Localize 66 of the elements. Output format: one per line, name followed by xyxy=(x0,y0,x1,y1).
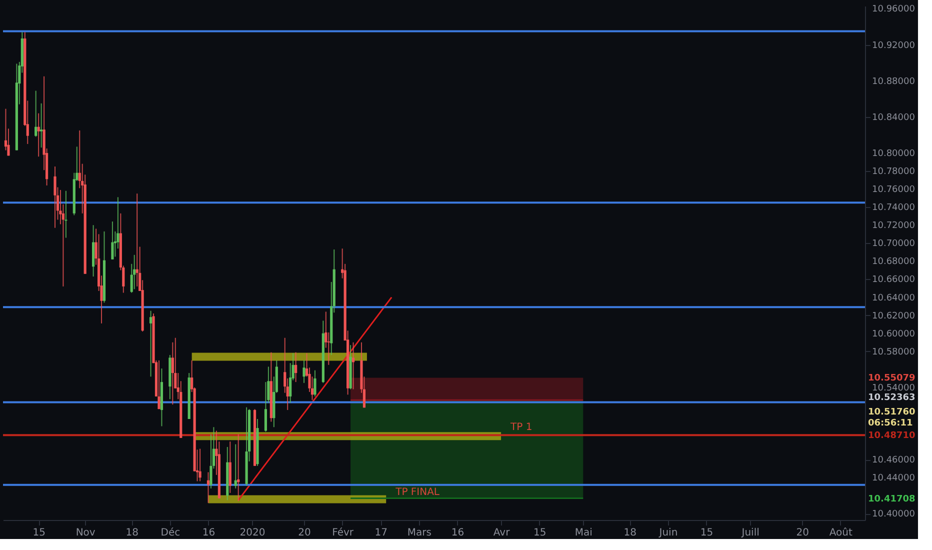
ref-line-label: 10.52363 xyxy=(868,393,916,404)
y-tick-label: 10.92000 xyxy=(872,40,916,51)
y-tick-label: 10.44000 xyxy=(872,474,916,484)
candlestick xyxy=(352,342,355,390)
y-tick-label: 10.74000 xyxy=(872,203,916,214)
y-tick-label: 10.62000 xyxy=(872,311,916,322)
annotation: TP 1 xyxy=(510,422,532,434)
text: 10.55079 xyxy=(868,374,916,384)
candlestick xyxy=(64,190,68,238)
y-tick-label: 10.68000 xyxy=(872,257,916,268)
x-tick-label: 2020 xyxy=(240,528,266,538)
text: 10.41708 xyxy=(868,494,916,504)
y-tick-label: 10.80000 xyxy=(872,148,916,159)
candlestick xyxy=(294,352,298,383)
y-tick-label: 10.66000 xyxy=(872,275,916,286)
candlestick xyxy=(171,342,174,406)
candlestick xyxy=(40,102,43,148)
candlestick xyxy=(34,90,38,138)
y-tick-label: 10.88000 xyxy=(872,76,916,87)
candlestick xyxy=(54,166,56,228)
candlestick xyxy=(228,441,232,494)
y-tick-label: 10.76000 xyxy=(872,185,916,196)
candlestick xyxy=(37,112,40,158)
x-tick-label: 16 xyxy=(202,528,216,538)
y-tick-label: 10.58000 xyxy=(872,347,916,358)
candlestick xyxy=(264,382,268,432)
x-tick-label: 15 xyxy=(700,528,714,538)
x-tick-label: Juin xyxy=(658,528,678,538)
x-tick-label: 18 xyxy=(624,528,637,538)
candlestick xyxy=(314,370,316,397)
candlestick xyxy=(158,360,160,410)
candlestick xyxy=(302,360,306,384)
x-tick-label: 18 xyxy=(126,528,138,538)
text: 06:56:11 xyxy=(868,418,913,429)
y-tick-label: 10.84000 xyxy=(872,112,916,123)
candlestick xyxy=(198,448,202,482)
x-tick-label: 15 xyxy=(533,528,546,538)
x-tick-label: 15 xyxy=(32,528,46,538)
y-tick-label: 10.40000 xyxy=(872,510,916,520)
candlestick xyxy=(136,193,138,287)
candlestick xyxy=(206,472,210,504)
y-tick-label: 10.60000 xyxy=(872,329,916,340)
x-tick-label: Mai xyxy=(574,528,592,538)
y-tick-label: 10.96000 xyxy=(872,4,916,15)
x-tick-label: Août xyxy=(829,528,852,538)
y-tick-label: 10.70000 xyxy=(872,239,916,250)
y-tick-label: 10.46000 xyxy=(872,456,916,466)
x-tick-label: Févr xyxy=(332,528,354,538)
x-tick-label: Mars xyxy=(407,528,432,538)
y-tick-label: 10.78000 xyxy=(872,167,916,178)
x-tick-label: Juill xyxy=(740,528,760,538)
ref-line-label: 10.48710 xyxy=(868,431,916,442)
x-tick-label: Nov xyxy=(76,528,96,538)
y-tick-label: 10.72000 xyxy=(872,221,916,232)
candlestick xyxy=(111,221,114,260)
y-tick-label: 10.54000 xyxy=(872,383,916,394)
x-tick-label: 17 xyxy=(374,528,388,538)
x-tick-label: 20 xyxy=(796,528,809,538)
x-tick-label: 16 xyxy=(451,528,464,538)
annotation: TP FINAL xyxy=(394,487,440,498)
x-tick-label: Déc xyxy=(160,528,180,538)
y-tick-label: 10.64000 xyxy=(872,293,916,304)
text: 10.51760 xyxy=(868,408,916,418)
x-tick-label: 20 xyxy=(298,528,311,538)
x-tick-label: Avr xyxy=(493,528,511,538)
candlestick xyxy=(149,310,152,378)
